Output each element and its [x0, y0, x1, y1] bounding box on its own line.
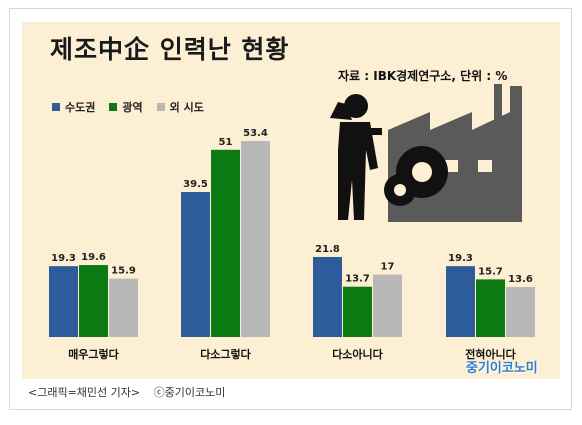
data-label-capital-2: 39.5: [183, 179, 208, 190]
bar-other-4: [506, 287, 535, 337]
category-label-4: 전혀아니다: [465, 347, 516, 361]
bar-capital-1: [49, 266, 78, 337]
data-label-capital-1: 19.3: [51, 253, 76, 264]
legend-swatch-metro: [109, 103, 118, 111]
bar-metro-4: [476, 279, 505, 337]
legend-item-capital: 수도권: [52, 99, 95, 115]
bar-metro-3: [343, 286, 372, 337]
data-label-metro-4: 15.7: [478, 266, 503, 277]
legend-swatch-capital: [52, 103, 60, 111]
legend-label-capital: 수도권: [65, 101, 96, 114]
graphic-credit: <그래픽=채민선 기자>: [28, 386, 141, 399]
data-label-metro-3: 13.7: [345, 274, 370, 285]
bar-other-2: [241, 141, 270, 337]
data-label-other-1: 15.9: [111, 266, 136, 277]
brand-logo-text: 중기이코노미: [466, 361, 538, 376]
bar-metro-1: [79, 265, 108, 337]
bar-metro-2: [211, 149, 240, 337]
data-label-other-4: 13.6: [508, 274, 533, 285]
image-caption: <그래픽=채민선 기자> ⓒ중기이코노미: [28, 384, 235, 400]
data-label-capital-3: 21.8: [315, 244, 340, 255]
bar-series-group: 19.3 19.6 15.9 매우그렇다 39.5 51 53.4 다소그렇다 21.8 13.7…: [49, 128, 535, 361]
legend-item-other: 외 시도: [156, 99, 204, 115]
legend-label-other: 외 시도: [169, 101, 204, 114]
chart-title: 제조中企 인력난 현황: [50, 35, 290, 64]
category-label-3: 다소아니다: [332, 347, 383, 361]
worker-factory-gears-icon: [330, 84, 522, 222]
data-label-metro-2: 51: [219, 137, 233, 148]
legend-label-metro: 광역: [122, 101, 143, 114]
legend-swatch-other: [156, 103, 165, 111]
data-label-other-2: 53.4: [243, 128, 268, 139]
data-label-other-3: 17: [381, 262, 395, 273]
category-label-1: 매우그렇다: [68, 347, 119, 361]
bar-capital-3: [313, 256, 342, 337]
bar-capital-2: [181, 192, 210, 337]
bar-other-1: [109, 278, 138, 337]
category-label-2: 다소그렇다: [200, 347, 251, 361]
copyright-text: ⓒ중기이코노미: [153, 386, 226, 399]
data-label-metro-1: 19.6: [81, 252, 106, 263]
legend-item-metro: 광역: [109, 99, 143, 115]
data-label-capital-4: 19.3: [448, 253, 473, 264]
chart-legend: 수도권 광역 외 시도: [52, 99, 204, 115]
source-note: 자료 : IBK경제연구소, 단위 : %: [338, 69, 508, 83]
bar-other-3: [373, 274, 402, 337]
bar-capital-4: [446, 266, 475, 337]
